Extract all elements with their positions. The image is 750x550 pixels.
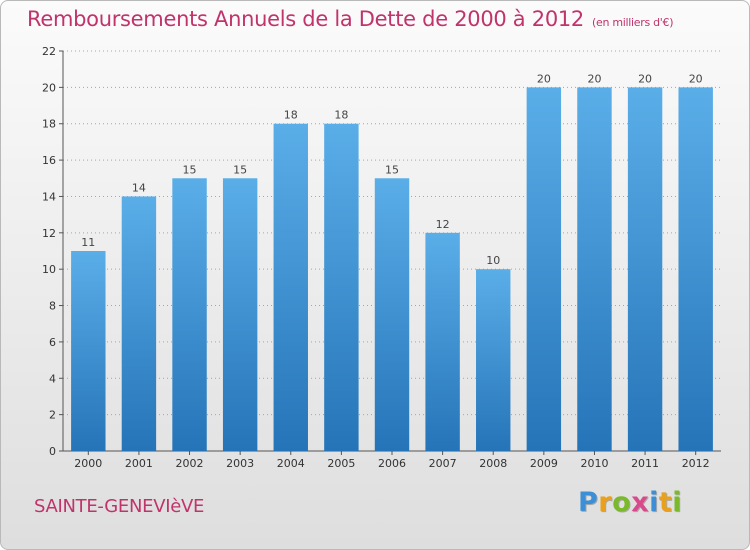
logo-letter: r — [598, 487, 613, 518]
x-tick-label-2006: 2006 — [378, 457, 406, 470]
logo-letter: i — [649, 487, 659, 518]
bar-2007 — [425, 232, 460, 451]
data-label-2008: 10 — [486, 254, 500, 267]
y-tick-label: 14 — [42, 190, 56, 203]
bar-2006 — [374, 178, 410, 452]
y-tick-label: 22 — [42, 45, 56, 58]
y-tick-label: 12 — [42, 227, 56, 240]
y-tick-label: 16 — [42, 154, 56, 167]
y-tick-label: 20 — [42, 81, 56, 94]
y-tick-label: 0 — [49, 445, 56, 458]
x-tick-label-2007: 2007 — [429, 457, 457, 470]
x-tick-label-2005: 2005 — [327, 457, 355, 470]
bar-2001 — [121, 196, 157, 451]
bar-2009 — [526, 87, 562, 451]
x-tick-label-2008: 2008 — [479, 457, 507, 470]
data-label-2007: 12 — [436, 218, 450, 231]
proxiti-logo: Proxiti — [578, 487, 682, 518]
data-label-2004: 18 — [284, 109, 298, 122]
data-label-2003: 15 — [233, 163, 247, 176]
x-tick-label-2000: 2000 — [74, 457, 102, 470]
data-label-2005: 18 — [334, 109, 348, 122]
data-label-2006: 15 — [385, 163, 399, 176]
bar-2004 — [273, 123, 308, 452]
bar-2008 — [476, 269, 511, 451]
logo-letter: P — [578, 487, 599, 518]
y-tick-label: 6 — [49, 336, 56, 349]
x-tick-label-2001: 2001 — [125, 457, 153, 470]
bar-2003 — [222, 178, 258, 452]
x-tick-label-2009: 2009 — [530, 457, 558, 470]
title-text: Remboursements Annuels de la Dette de 20… — [27, 7, 584, 31]
data-label-2000: 11 — [81, 236, 95, 249]
bar-2005 — [324, 123, 359, 452]
x-tick-label-2004: 2004 — [277, 457, 305, 470]
logo-letter: t — [658, 487, 673, 518]
bar-2000 — [71, 251, 106, 451]
y-tick-label: 2 — [49, 409, 56, 422]
data-label-2011: 20 — [638, 72, 652, 85]
x-tick-label-2011: 2011 — [631, 457, 659, 470]
y-tick-label: 18 — [42, 118, 56, 131]
y-tick-label: 4 — [49, 372, 56, 385]
x-tick-label-2002: 2002 — [176, 457, 204, 470]
x-tick-label-2003: 2003 — [226, 457, 254, 470]
unit-label: (en milliers d'€) — [592, 16, 674, 29]
logo-letter: o — [612, 487, 632, 518]
data-label-2002: 15 — [183, 163, 197, 176]
logo-letter: x — [631, 487, 650, 518]
bar-2011 — [627, 87, 663, 451]
logo-letter: i — [672, 487, 683, 518]
labels: 11 14 15 15 18 18 15 12 10 20 20 20 20 — [81, 72, 702, 267]
bar-2012 — [678, 87, 713, 451]
x-tick-label-2012: 2012 — [682, 457, 710, 470]
commune-name: SAINTE-GENEVIèVE — [34, 496, 205, 517]
bar-2010 — [577, 87, 612, 451]
y-tick-label: 10 — [42, 263, 56, 276]
data-label-2012: 20 — [689, 72, 703, 85]
x-tick-label-2010: 2010 — [580, 457, 608, 470]
data-label-2009: 20 — [537, 72, 551, 85]
data-label-2010: 20 — [587, 72, 601, 85]
bar-2002 — [172, 178, 207, 452]
data-label-2001: 14 — [132, 181, 146, 194]
y-tick-label: 8 — [49, 300, 56, 313]
chart-title: Remboursements Annuels de la Dette de 20… — [27, 7, 673, 31]
bars — [71, 87, 713, 452]
